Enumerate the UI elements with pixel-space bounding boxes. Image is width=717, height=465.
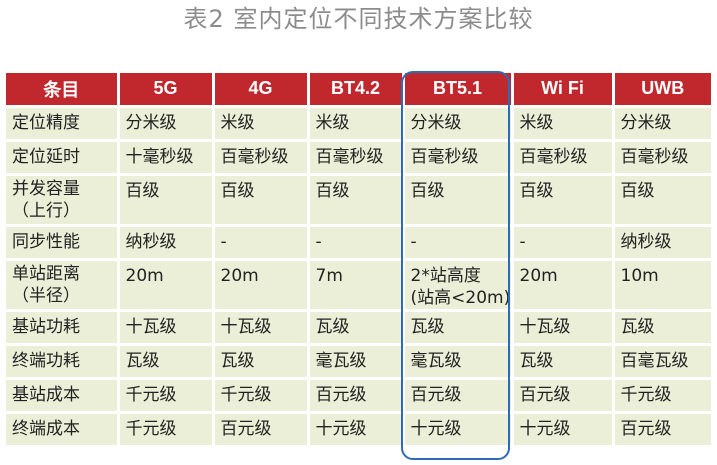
table-cell: 十瓦级 (213, 310, 310, 346)
table-cell: 2*站高度 (站高<20m) (403, 259, 514, 312)
table-cell: 瓦级 (403, 310, 514, 346)
table-cell: 十元级 (403, 412, 514, 448)
table-row: 终端成本 千元级 百元级 十元级 十元级 十元级 百元级 (6, 412, 711, 448)
table-cell: 百毫秒级 (613, 140, 711, 176)
table-cell: 分米级 (118, 106, 215, 142)
table-cell: - (403, 225, 514, 261)
table-cell: 百元级 (213, 412, 310, 448)
table-row: 单站距离 （半径） 20m 20m 7m 2*站高度 (站高<20m) 20m 10m (6, 259, 711, 312)
table-title: 表2 室内定位不同技术方案比较 (183, 5, 534, 33)
table-cell: 瓦级 (213, 344, 310, 380)
table-cell: 20m (512, 259, 615, 312)
header-item: 条目 (6, 73, 120, 108)
row-label: 同步性能 (6, 225, 120, 261)
table-cell: 米级 (213, 106, 310, 142)
header-wifi: Wi Fi (512, 73, 615, 108)
header-uwb: UWB (613, 73, 711, 108)
table-cell: 十元级 (308, 412, 405, 448)
table-cell: 10m (613, 259, 711, 312)
table-cell: 瓦级 (512, 344, 615, 380)
table-cell: 瓦级 (118, 344, 215, 380)
table-cell: 分米级 (403, 106, 514, 142)
table-cell: 千元级 (118, 412, 215, 448)
table-cell: 纳秒级 (613, 225, 711, 261)
table-cell: 百级 (512, 174, 615, 227)
table-row: 并发容量 （上行） 百级 百级 百级 百级 百级 百级 (6, 174, 711, 227)
table-cell: 百元级 (512, 378, 615, 414)
table-cell: 7m (308, 259, 405, 312)
row-label: 终端功耗 (6, 344, 120, 380)
row-label: 定位延时 (6, 140, 120, 176)
table-cell: 十瓦级 (118, 310, 215, 346)
table-cell: 百级 (403, 174, 514, 227)
table-cell: 瓦级 (613, 310, 711, 346)
header-row: 条目 5G 4G BT4.2 BT5.1 Wi Fi UWB (6, 73, 711, 108)
table-cell: 百级 (213, 174, 310, 227)
header-5g: 5G (118, 73, 215, 108)
table-cell: 十瓦级 (512, 310, 615, 346)
table-cell: 百级 (308, 174, 405, 227)
table-row: 基站成本 千元级 千元级 百元级 百元级 百元级 千元级 (6, 378, 711, 414)
table-cell: 纳秒级 (118, 225, 215, 261)
table-cell: 百元级 (403, 378, 514, 414)
table-cell: 千元级 (118, 378, 215, 414)
row-label: 定位精度 (6, 106, 120, 142)
row-label: 并发容量 （上行） (6, 174, 120, 227)
table-cell: 千元级 (213, 378, 310, 414)
row-label: 终端成本 (6, 412, 120, 448)
table-cell: - (308, 225, 405, 261)
table-cell: 米级 (512, 106, 615, 142)
table-cell: 百毫秒级 (512, 140, 615, 176)
table-cell: 分米级 (613, 106, 711, 142)
table-cell: 十元级 (512, 412, 615, 448)
table-cell: 百毫秒级 (213, 140, 310, 176)
table-cell: 百毫秒级 (403, 140, 514, 176)
table-row: 同步性能 纳秒级 - - - - 纳秒级 (6, 225, 711, 261)
header-bt51: BT5.1 (403, 73, 514, 108)
table-cell: 百毫瓦级 (613, 344, 711, 380)
table-cell: 毫瓦级 (308, 344, 405, 380)
table-cell: 20m (118, 259, 215, 312)
table-row: 定位精度 分米级 米级 米级 分米级 米级 分米级 (6, 106, 711, 142)
table-cell: 20m (213, 259, 310, 312)
table-cell: 百级 (118, 174, 215, 227)
table-cell: - (512, 225, 615, 261)
table-cell: 千元级 (613, 378, 711, 414)
table-cell: 十毫秒级 (118, 140, 215, 176)
row-label: 基站功耗 (6, 310, 120, 346)
table-cell: 百元级 (308, 378, 405, 414)
header-4g: 4G (213, 73, 310, 108)
table-row: 定位延时 十毫秒级 百毫秒级 百毫秒级 百毫秒级 百毫秒级 百毫秒级 (6, 140, 711, 176)
comparison-table: 条目 5G 4G BT4.2 BT5.1 Wi Fi UWB 定位精度 分米级 米级… (6, 73, 711, 448)
table-row: 终端功耗 瓦级 瓦级 毫瓦级 毫瓦级 瓦级 百毫瓦级 (6, 344, 711, 380)
table-cell: 米级 (308, 106, 405, 142)
table-row: 基站功耗 十瓦级 十瓦级 瓦级 瓦级 十瓦级 瓦级 (6, 310, 711, 346)
table-cell: 瓦级 (308, 310, 405, 346)
header-bt42: BT4.2 (308, 73, 405, 108)
row-label: 基站成本 (6, 378, 120, 414)
table-cell: 毫瓦级 (403, 344, 514, 380)
row-label: 单站距离 （半径） (6, 259, 120, 312)
table-cell: 百元级 (613, 412, 711, 448)
table-cell: 百毫秒级 (308, 140, 405, 176)
table-cell: 百级 (613, 174, 711, 227)
table-cell: - (213, 225, 310, 261)
